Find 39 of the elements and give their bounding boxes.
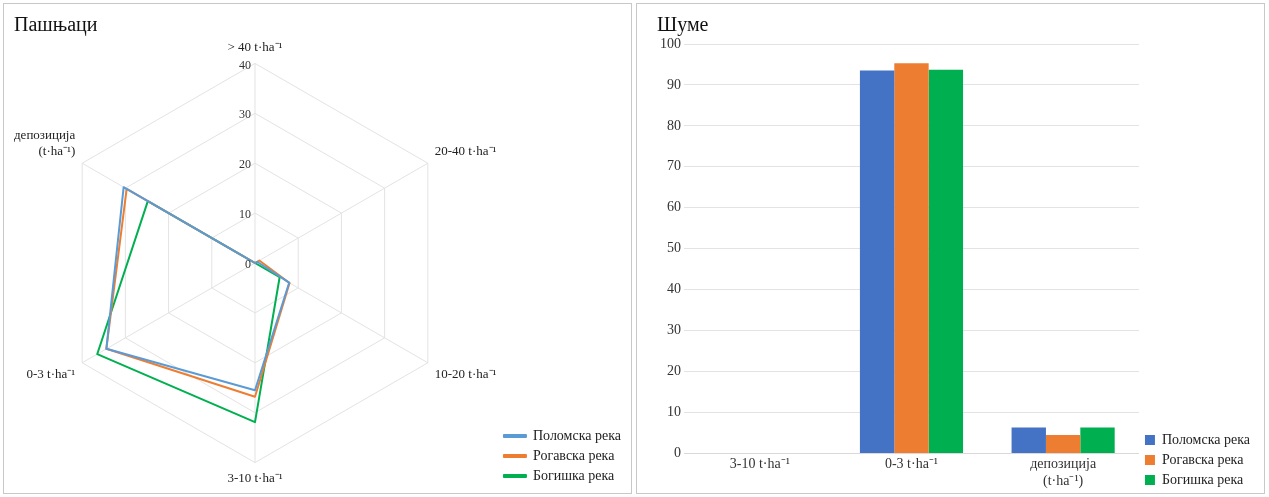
y-tick-label: 70 xyxy=(667,158,681,174)
chart-title: Шуме xyxy=(657,13,709,37)
y-tick-label: 20 xyxy=(239,157,251,172)
y-tick-label: 80 xyxy=(667,117,681,133)
y-tick-label: 30 xyxy=(667,322,681,338)
bar xyxy=(928,69,964,453)
chart-title: Пашњаци xyxy=(14,13,98,37)
legend-label: Поломска река xyxy=(532,427,622,443)
y-tick-label: 20 xyxy=(667,363,681,379)
x-tick-label: 3-10 t·ha⁻¹ xyxy=(729,456,790,472)
spoke-label: 0-3 t·ha⁻¹ xyxy=(26,366,76,382)
y-tick-label: 40 xyxy=(667,281,681,297)
y-tick-label: 90 xyxy=(667,76,681,92)
bar xyxy=(1080,427,1115,453)
x-tick-label: депозиција (t·ha⁻¹) xyxy=(1030,456,1097,490)
legend-label: Рогавска река xyxy=(532,447,616,463)
bar xyxy=(894,63,929,453)
y-tick-label: 0 xyxy=(674,445,681,461)
y-tick-label: 10 xyxy=(239,207,251,222)
y-tick-label: 10 xyxy=(667,404,681,420)
y-tick-label: 60 xyxy=(667,199,681,215)
y-tick-label: 0 xyxy=(245,257,251,272)
spoke-label: 10-20 t·ha⁻¹ xyxy=(434,366,497,382)
y-tick-label: 40 xyxy=(239,57,251,72)
y-tick-label: 30 xyxy=(239,107,251,122)
legend-label: Богишка река xyxy=(1161,471,1245,487)
legend-label: Рогавска река xyxy=(1161,451,1245,467)
spoke-label: > 40 t·ha⁻¹ xyxy=(227,39,283,55)
bar xyxy=(1011,427,1046,453)
spoke-label: 20-40 t·ha⁻¹ xyxy=(434,142,497,158)
spoke-label: депозиција (t·ha⁻¹) xyxy=(14,127,76,158)
bar xyxy=(1045,434,1081,453)
legend-label: Поломска река xyxy=(1161,431,1251,447)
y-tick-label: 100 xyxy=(660,35,681,51)
bar xyxy=(859,70,895,453)
spoke-label: 3-10 t·ha⁻¹ xyxy=(227,469,283,485)
legend-label: Богишка река xyxy=(532,467,616,483)
y-tick-label: 50 xyxy=(667,240,681,256)
x-tick-label: 0-3 t·ha⁻¹ xyxy=(884,456,939,472)
